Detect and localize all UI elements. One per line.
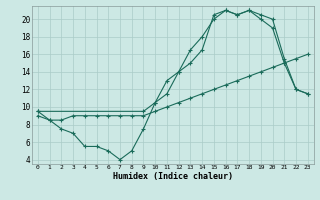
X-axis label: Humidex (Indice chaleur): Humidex (Indice chaleur) [113, 172, 233, 181]
